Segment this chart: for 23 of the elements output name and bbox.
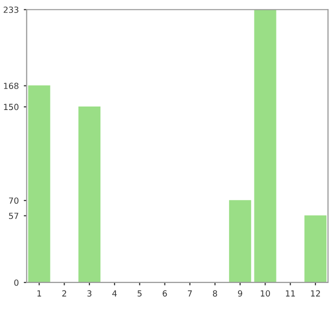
x-tick-label: 1 bbox=[37, 290, 42, 296]
bar bbox=[78, 106, 100, 282]
x-tick-label: 8 bbox=[212, 290, 218, 297]
x-tick-label: 5 bbox=[138, 290, 142, 297]
x-tick-label: 9 bbox=[238, 290, 242, 297]
x-tick-label: 4 bbox=[112, 290, 117, 296]
x-tick-label: 10 bbox=[260, 290, 270, 297]
y-tick-label: 150 bbox=[4, 104, 18, 110]
y-tick-label: 168 bbox=[4, 82, 18, 90]
x-tick-label: 11 bbox=[286, 290, 295, 296]
x-tick-label: 3 bbox=[87, 290, 92, 297]
y-tick-label: 233 bbox=[4, 6, 18, 13]
y-tick-label: 57 bbox=[9, 212, 18, 220]
bar bbox=[304, 215, 326, 282]
bar bbox=[254, 10, 276, 282]
bar bbox=[28, 85, 50, 282]
bar bbox=[229, 200, 252, 282]
y-tick-label: 0 bbox=[14, 279, 18, 286]
x-tick-label: 7 bbox=[188, 290, 192, 296]
x-tick-label: 6 bbox=[162, 290, 167, 297]
x-tick-label: 2 bbox=[62, 290, 66, 296]
x-tick-label: 12 bbox=[311, 290, 320, 296]
y-tick-label: 70 bbox=[9, 197, 18, 204]
